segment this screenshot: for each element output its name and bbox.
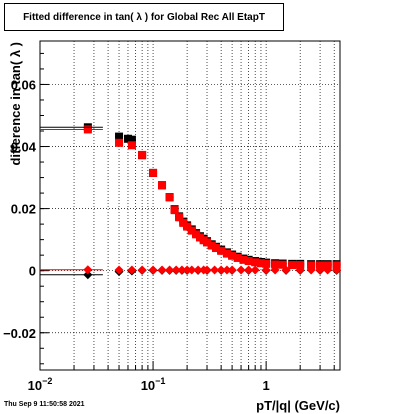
data-point-square: [332, 261, 341, 270]
axis-ticks: −0.02 0 0.02 0.04 0.06 10−2 10−1 1: [3, 52, 335, 393]
data-point-diamond: [315, 265, 325, 275]
data-point-diamond: [157, 265, 167, 275]
data-point-diamond: [148, 265, 158, 275]
data-point-diamond: [306, 265, 316, 275]
y-tick-label: −0.02: [3, 326, 36, 341]
plot-frame: [39, 40, 341, 371]
data-point-diamond: [332, 265, 342, 275]
data-point-square: [244, 257, 253, 266]
x-axis-title: pT/|q| (GeV/c): [256, 398, 340, 413]
data-point-diamond: [222, 265, 232, 275]
data-point-square: [256, 259, 265, 268]
x-tick-label: 10−1: [141, 376, 166, 393]
data-point-diamond: [250, 265, 260, 275]
data-point-diamond: [137, 265, 147, 275]
data-point-diamond: [244, 265, 254, 275]
data-point-square: [127, 135, 136, 144]
data-point-square: [288, 261, 297, 270]
chart-title: Fitted difference in tan( λ ) for Global…: [23, 11, 265, 23]
data-point-square: [115, 132, 124, 141]
data-point-diamond: [171, 265, 181, 275]
data-point-square: [323, 261, 332, 270]
data-point-square: [203, 238, 212, 247]
data-point-diamond: [281, 265, 291, 275]
y-tick-label: 0.02: [11, 202, 36, 217]
y-tick-label: 0: [29, 264, 36, 279]
data-point-square: [251, 258, 260, 267]
data-point-diamond: [323, 265, 333, 275]
data-point-square: [222, 249, 231, 258]
data-point-diamond: [216, 265, 226, 275]
data-points: [40, 123, 342, 280]
data-point-square: [271, 260, 280, 269]
data-point-square: [316, 261, 325, 270]
data-point-square: [115, 138, 124, 147]
data-point-square: [175, 213, 184, 222]
grid: [39, 41, 340, 370]
data-point-diamond: [193, 265, 203, 275]
y-tick-label: 0.06: [11, 77, 36, 92]
data-point-diamond: [127, 265, 137, 275]
x-tick-label: 10−2: [28, 376, 53, 393]
data-point-square: [217, 246, 226, 255]
data-point-square: [307, 261, 316, 270]
data-point-square: [296, 261, 305, 270]
chart-title-box: Fitted difference in tan( λ ) for Global…: [4, 3, 284, 31]
data-point-diamond: [165, 265, 175, 275]
data-point-diamond: [202, 265, 212, 275]
data-point-square: [183, 222, 192, 231]
y-tick-label: 0.04: [11, 140, 37, 155]
data-point-diamond: [270, 265, 280, 275]
data-point-square: [239, 255, 248, 264]
data-point-diamond: [236, 265, 246, 275]
data-point-diamond: [261, 265, 271, 275]
x-tick-label: 1: [263, 378, 270, 393]
data-point-square: [211, 244, 220, 253]
data-point-square: [207, 241, 216, 250]
data-point-diamond: [187, 265, 197, 275]
data-point-square: [170, 206, 179, 215]
timestamp-footer: Thu Sep 9 11:50:58 2021: [4, 401, 85, 408]
data-point-diamond: [227, 265, 237, 275]
data-point-square: [149, 168, 158, 177]
data-point-square: [262, 259, 271, 268]
data-point-square: [127, 141, 136, 150]
data-point-diamond: [210, 265, 220, 275]
data-point-square: [278, 260, 287, 269]
data-point-square: [138, 150, 147, 159]
data-point-diamond: [182, 265, 192, 275]
data-point-diamond: [295, 265, 305, 275]
data-point-square: [233, 253, 242, 262]
data-point-square: [158, 181, 167, 190]
data-point-diamond: [114, 265, 124, 275]
data-point-square: [165, 193, 174, 202]
y-axis-title: difference in tan( λ ): [8, 42, 23, 166]
data-point-square: [228, 251, 237, 260]
data-point-diamond: [177, 265, 187, 275]
data-point-square: [187, 226, 196, 235]
